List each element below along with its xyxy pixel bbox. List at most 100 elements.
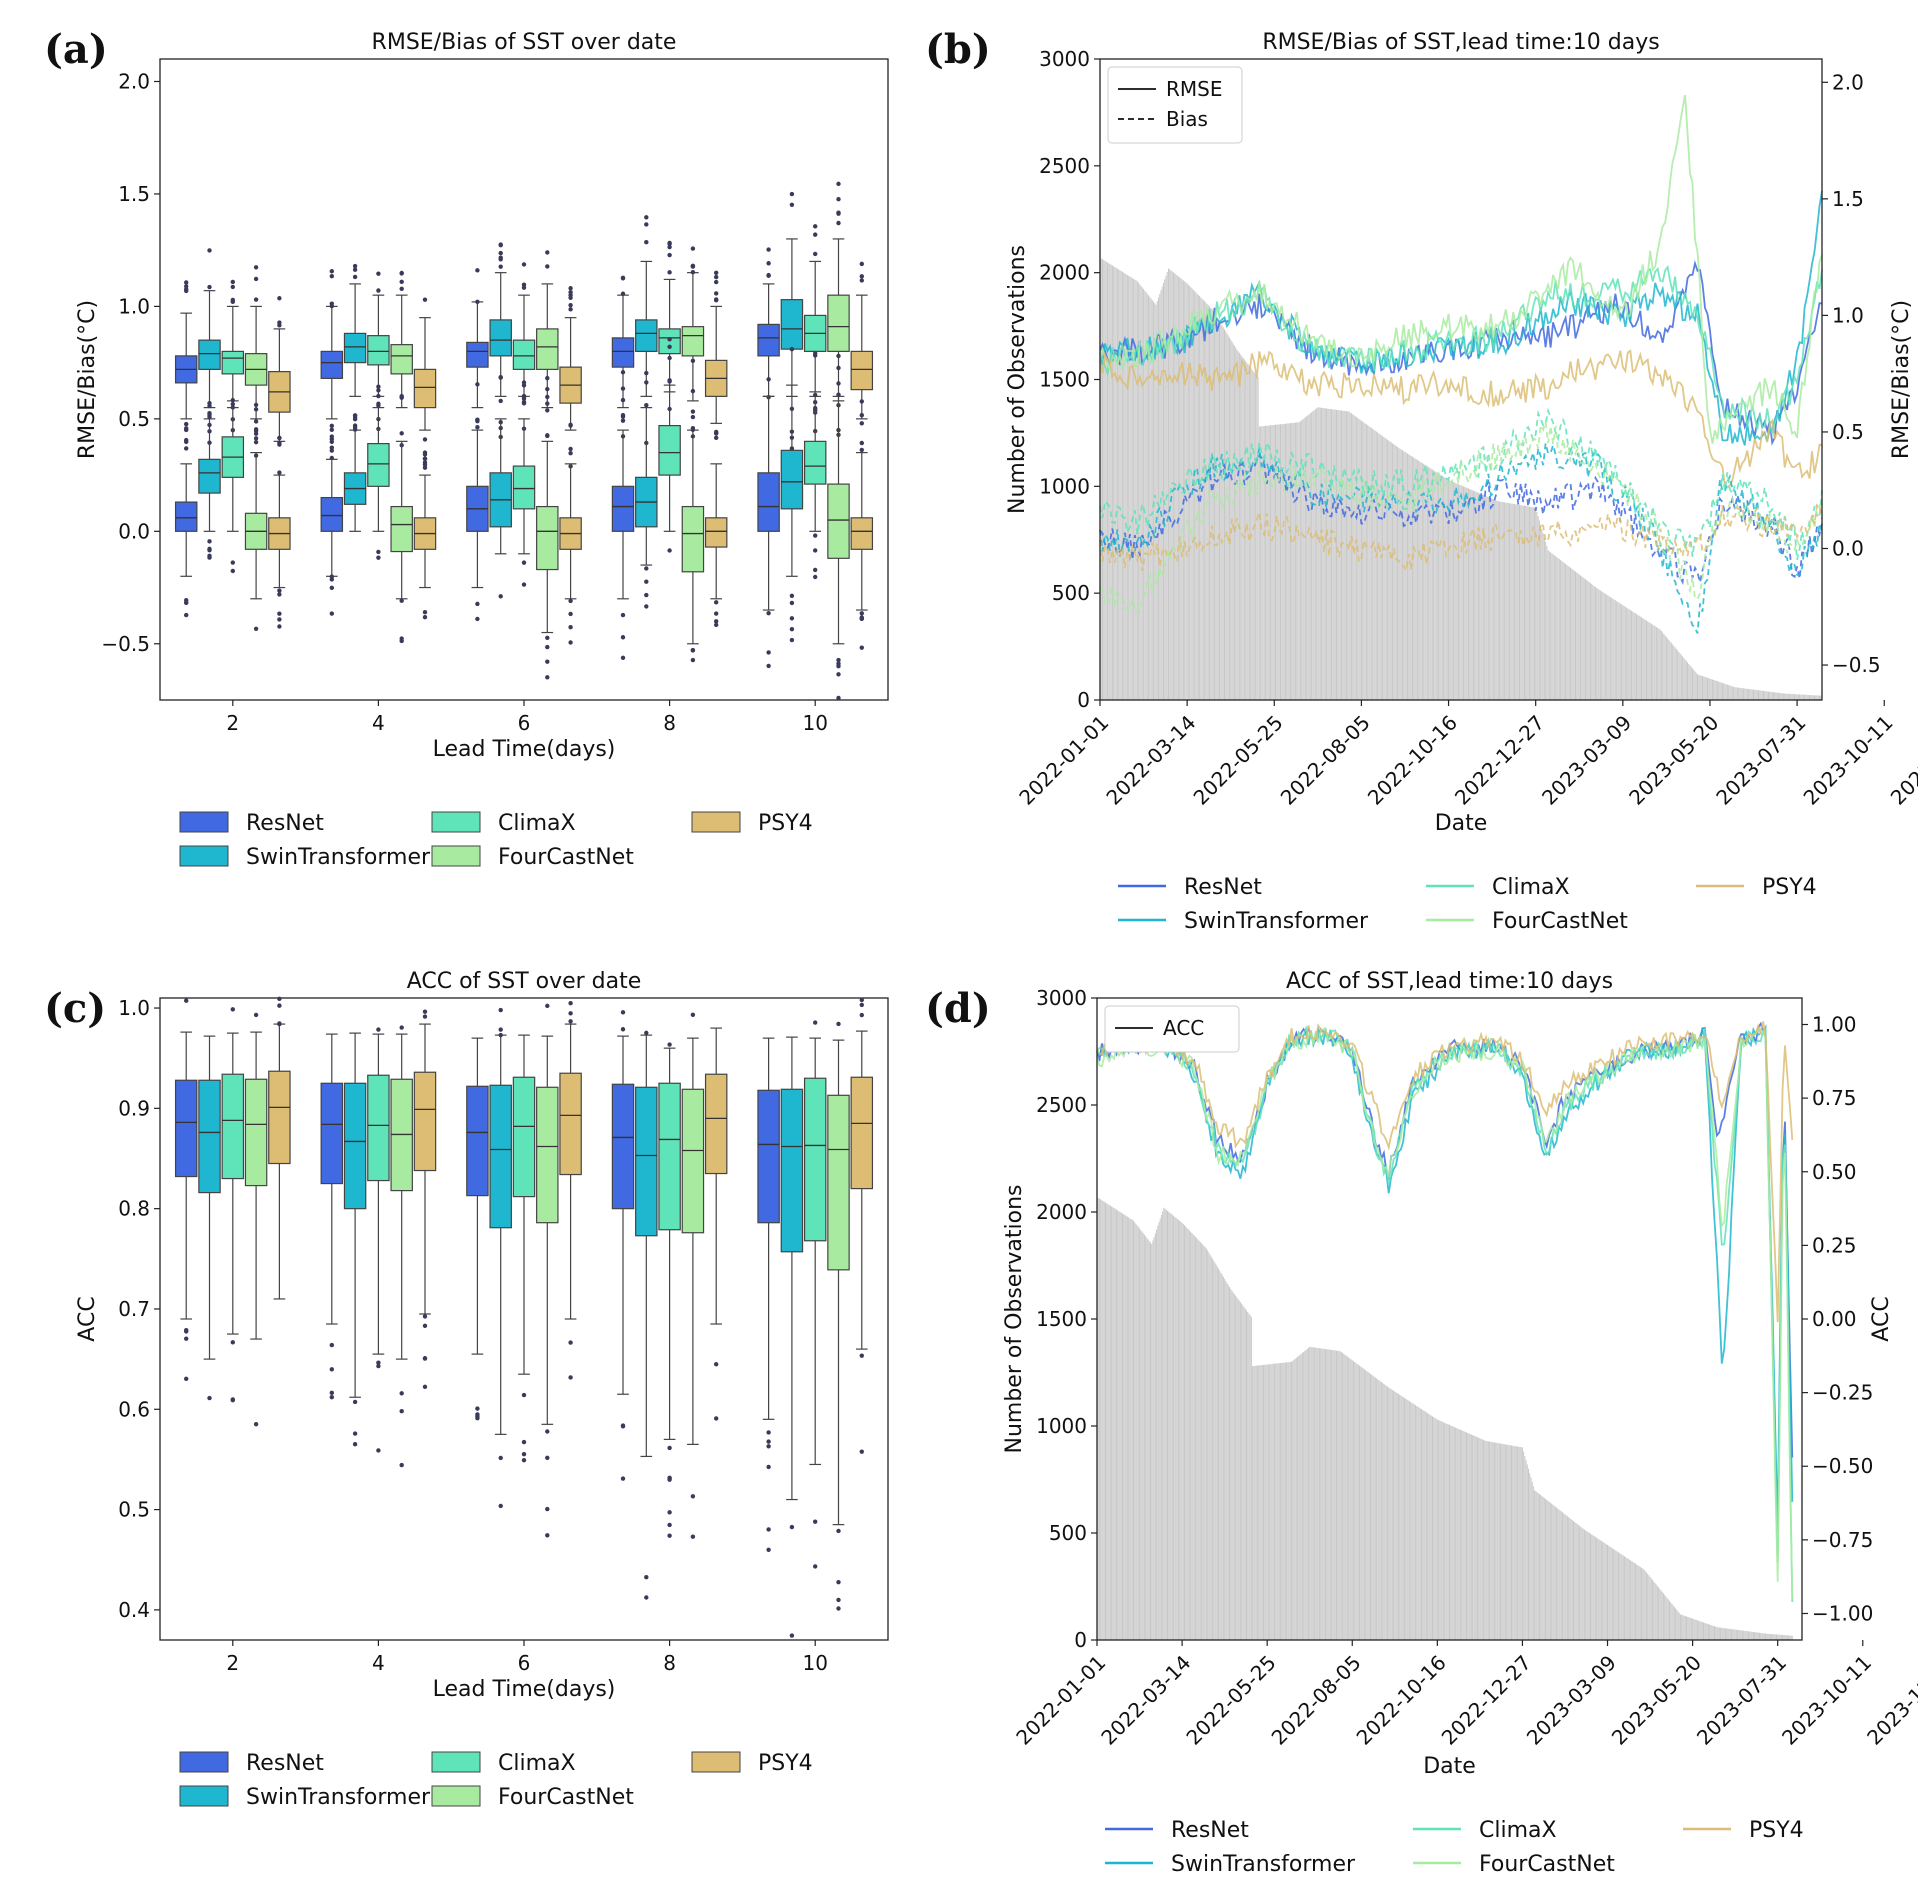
outlier-point — [620, 397, 626, 403]
chart-title: ACC of SST,lead time:10 days — [1286, 969, 1613, 994]
outlier-point — [422, 1323, 428, 1328]
outlier-point — [545, 408, 550, 413]
outlier-point — [789, 626, 795, 632]
outlier-point — [329, 274, 335, 279]
outlier-point — [620, 635, 626, 640]
outlier-point — [836, 657, 841, 663]
outlier-point — [766, 650, 771, 655]
outlier-point — [690, 414, 696, 420]
outlier-point — [836, 1579, 841, 1585]
x-tick-label: 2023-05-20 — [1624, 710, 1723, 809]
panel-label: (d) — [925, 985, 991, 1032]
outlier-point — [813, 392, 818, 398]
legend-swatch — [179, 1751, 229, 1773]
right-y-tick-label: 0.0 — [1832, 536, 1864, 560]
outlier-point — [620, 1027, 626, 1032]
outlier-point — [713, 611, 719, 616]
x-tick-label: 2023-03-09 — [1522, 1650, 1621, 1749]
outlier-point — [352, 423, 358, 428]
outlier-point — [207, 284, 212, 290]
outlier-point — [253, 1422, 259, 1427]
outlier-point — [230, 560, 235, 565]
box — [198, 458, 221, 494]
outlier-point — [376, 384, 381, 389]
outlier-point — [859, 1012, 864, 1018]
x-tick-label: 2022-10-16 — [1363, 710, 1462, 809]
box — [536, 328, 559, 370]
outlier-point — [713, 291, 719, 296]
outlier-point — [789, 191, 795, 197]
outlier-point — [789, 600, 795, 606]
outlier-point — [329, 1367, 335, 1372]
outlier-point — [859, 1002, 864, 1008]
outlier-point — [713, 270, 719, 275]
outlier-point — [253, 1012, 259, 1018]
outlier-point — [620, 1423, 626, 1428]
outlier-point — [568, 450, 573, 456]
outlier-point — [690, 648, 696, 653]
outlier-point — [859, 645, 864, 650]
box — [367, 1074, 390, 1182]
outlier-point — [207, 414, 212, 420]
left-y-tick-label: 0 — [1077, 688, 1090, 712]
right-y-tick-label: 0.50 — [1812, 1160, 1857, 1184]
x-tick-label: 2022-10-16 — [1352, 1650, 1451, 1749]
x-tick-label: 10 — [802, 1651, 827, 1675]
outlier-point — [230, 284, 235, 290]
outlier-point — [545, 394, 550, 400]
box — [536, 1086, 559, 1224]
outlier-point — [545, 1429, 550, 1434]
box — [827, 1094, 850, 1271]
legend-entry: FourCastNet — [498, 845, 634, 870]
outlier-point — [521, 582, 527, 587]
outlier-point — [690, 358, 696, 363]
outlier-point — [277, 435, 282, 441]
panel-label: (c) — [44, 985, 106, 1032]
outlier-point — [475, 424, 480, 430]
right-y-tick-label: 1.0 — [1832, 303, 1864, 327]
outlier-point — [690, 427, 696, 433]
outlier-point — [789, 1633, 795, 1638]
outlier-point — [230, 279, 235, 285]
bias-line-PSY4 — [1099, 503, 1823, 574]
box — [413, 1071, 437, 1172]
legend-entry: PSY4 — [758, 811, 813, 836]
outlier-point — [376, 555, 381, 560]
outlier-point — [207, 546, 212, 552]
outlier-point — [498, 243, 503, 248]
y-tick-label: 0.9 — [118, 1096, 150, 1120]
left-y-tick-label: 2000 — [1039, 261, 1090, 285]
outlier-point — [376, 388, 381, 393]
box — [681, 1088, 705, 1234]
outlier-point — [184, 600, 189, 605]
outlier-point — [690, 388, 696, 394]
acc-line-FourCastNet — [1096, 1026, 1794, 1600]
outlier-point — [836, 210, 841, 215]
legend-entry: FourCastNet — [1479, 1852, 1615, 1877]
box — [221, 1073, 245, 1180]
x-tick-label: 2022-01-01 — [1014, 710, 1113, 809]
rmse-line-PSY4 — [1099, 349, 1823, 489]
right-y-tick-label: 0.75 — [1812, 1086, 1857, 1110]
outlier-point — [644, 403, 649, 408]
legend-swatch — [431, 811, 481, 833]
outlier-point — [690, 246, 696, 251]
outlier-point — [568, 624, 573, 630]
box — [343, 332, 367, 364]
outlier-point — [207, 555, 212, 560]
outlier-point — [667, 252, 672, 258]
outlier-point — [690, 1012, 696, 1017]
outlier-point — [207, 403, 212, 409]
outlier-point — [766, 610, 771, 616]
outlier-point — [568, 286, 573, 291]
panel-d-line-chart: (d) ACC of SST,lead time:10 days 0 500 1000 1… — [925, 969, 1918, 1877]
outlier-point — [253, 431, 259, 436]
outlier-point — [422, 297, 428, 302]
outlier-point — [422, 450, 428, 455]
outlier-point — [859, 278, 864, 283]
x-tick-label: 2023-10-11 — [1799, 710, 1898, 809]
outlier-point — [184, 1376, 189, 1382]
outlier-point — [352, 417, 358, 422]
outlier-point — [713, 274, 719, 280]
outlier-point — [644, 592, 649, 598]
